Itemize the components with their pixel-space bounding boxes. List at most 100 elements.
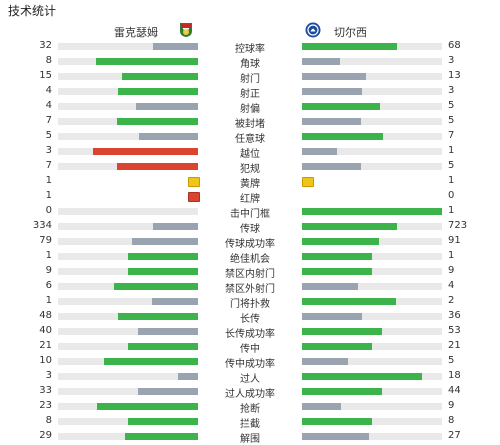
stat-row: 4 射正 3 (0, 84, 500, 100)
away-value: 5 (448, 115, 455, 126)
home-bar (138, 328, 198, 335)
stat-row: 8 拦截 8 (0, 414, 500, 430)
home-bar (114, 283, 198, 290)
home-value: 15 (39, 70, 52, 81)
away-bar (302, 358, 348, 365)
home-bar-track (58, 313, 198, 320)
away-value: 5 (448, 100, 455, 111)
home-value: 48 (39, 310, 52, 321)
away-value: 1 (448, 205, 455, 216)
away-bar (302, 88, 362, 95)
away-value: 1 (448, 145, 455, 156)
stat-label: 拦截 (240, 419, 260, 430)
home-bar-track (58, 418, 198, 425)
away-bar-track (302, 163, 442, 170)
home-value: 79 (39, 235, 52, 246)
home-bar-track (58, 148, 198, 155)
home-bar-track (58, 208, 198, 215)
home-value: 21 (39, 340, 52, 351)
away-bar-track (302, 373, 442, 380)
home-bar (125, 433, 198, 440)
away-value: 68 (448, 40, 461, 51)
home-bar (97, 403, 198, 410)
home-bar-track (58, 58, 198, 65)
away-bar (302, 223, 397, 230)
home-bar (153, 223, 198, 230)
away-bar (302, 403, 341, 410)
away-value: 36 (448, 310, 461, 321)
stat-row: 21 传中 21 (0, 339, 500, 355)
stat-label: 角球 (240, 59, 260, 70)
stat-row: 23 抢断 9 (0, 399, 500, 415)
away-bar-track (302, 388, 442, 395)
home-bar-track (58, 328, 198, 335)
stat-label: 射门 (240, 74, 260, 85)
away-value: 7 (448, 130, 455, 141)
home-bar-track (58, 283, 198, 290)
away-bar-track (302, 208, 442, 215)
stat-label: 解围 (240, 434, 260, 445)
home-bar-track (58, 388, 198, 395)
home-team-name: 雷克瑟姆 (114, 26, 158, 39)
away-bar-track (302, 238, 442, 245)
away-bar-track (302, 118, 442, 125)
home-bar-track (58, 358, 198, 365)
home-bar (118, 313, 198, 320)
away-value: 1 (448, 175, 455, 186)
away-bar-track (302, 223, 442, 230)
home-bar (117, 118, 198, 125)
home-bar (128, 343, 198, 350)
away-bar (302, 58, 340, 65)
away-value: 8 (448, 415, 455, 426)
home-value: 23 (39, 400, 52, 411)
away-team-name: 切尔西 (334, 26, 367, 39)
home-bar (93, 148, 198, 155)
stat-row: 8 角球 3 (0, 54, 500, 70)
stat-label: 禁区外射门 (225, 284, 275, 295)
home-bar (122, 73, 198, 80)
page-title: 技术统计 (8, 4, 57, 18)
stat-row: 32 控球率 68 (0, 39, 500, 55)
stat-row: 5 任意球 7 (0, 129, 500, 145)
home-value: 40 (39, 325, 52, 336)
away-bar (302, 133, 383, 140)
away-bar (302, 388, 382, 395)
away-bar-track (302, 253, 442, 260)
stat-row: 9 禁区内射门 9 (0, 264, 500, 280)
home-bar (96, 58, 198, 65)
stat-label: 射偏 (240, 104, 260, 115)
stat-label: 红牌 (240, 194, 260, 205)
home-bar (118, 88, 198, 95)
away-bar (302, 43, 397, 50)
away-value: 13 (448, 70, 461, 81)
away-bar-track (302, 433, 442, 440)
home-value: 334 (32, 220, 52, 231)
away-bar-track (302, 268, 442, 275)
home-value: 3 (45, 370, 52, 381)
home-value: 6 (45, 280, 52, 291)
stat-label: 越位 (240, 149, 260, 160)
stat-label: 门将扑救 (230, 299, 270, 310)
home-bar (128, 418, 198, 425)
away-bar-track (302, 358, 442, 365)
away-bar (302, 373, 422, 380)
away-bar (302, 208, 442, 215)
home-value: 7 (45, 160, 52, 171)
stat-row: 1 黄牌 1 (0, 174, 500, 190)
home-bar (136, 103, 198, 110)
stat-row: 33 过人成功率 44 (0, 384, 500, 400)
home-bar-track (58, 298, 198, 305)
home-value: 8 (45, 415, 52, 426)
home-bar (132, 238, 198, 245)
away-value: 5 (448, 355, 455, 366)
home-bar (139, 133, 198, 140)
away-bar-track (302, 148, 442, 155)
away-bar-track (302, 328, 442, 335)
home-value: 1 (45, 175, 52, 186)
away-bar-track (302, 43, 442, 50)
home-bar-track (58, 118, 198, 125)
home-value: 3 (45, 145, 52, 156)
away-value: 5 (448, 160, 455, 171)
away-bar-track (302, 88, 442, 95)
